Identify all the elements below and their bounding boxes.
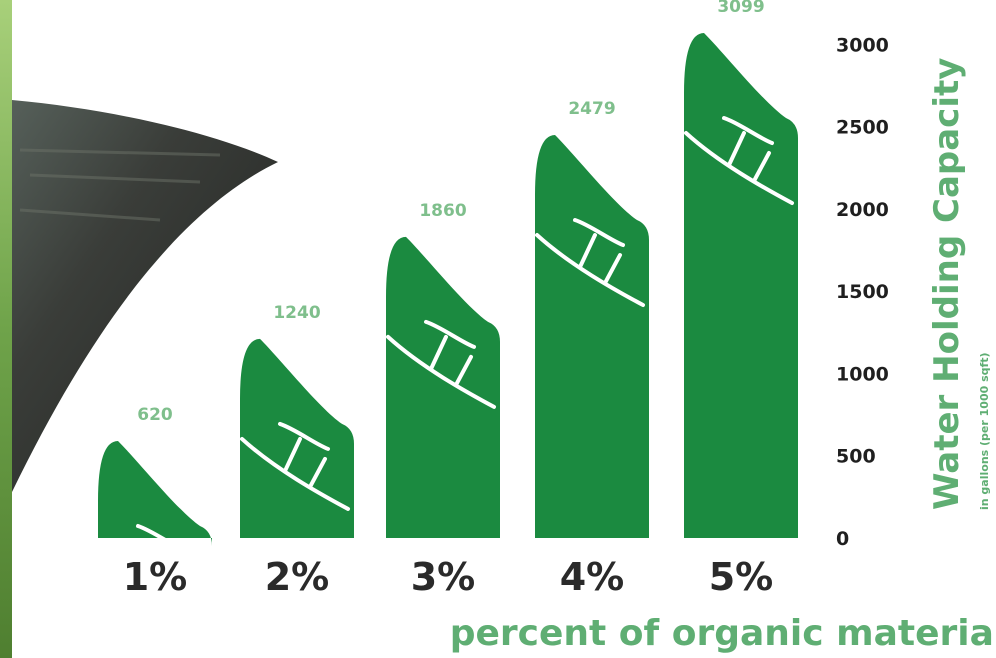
bar-4%: 2479 4% bbox=[535, 99, 649, 599]
soil-shape bbox=[12, 100, 278, 492]
y-tick-label: 0 bbox=[836, 528, 849, 550]
y-axis-title-group: Water Holding Capacity bbox=[927, 58, 967, 510]
bar-shape bbox=[684, 33, 798, 538]
y-axis-subtitle-group: in gallons (per 1000 sqft) bbox=[978, 352, 991, 510]
y-axis-ticks: 0 500 1000 1500 2000 2500 3000 bbox=[836, 34, 889, 550]
y-tick-label: 1500 bbox=[836, 281, 889, 303]
value-label: 1240 bbox=[273, 303, 320, 323]
leaf-vein-icon bbox=[240, 421, 350, 511]
leaf-vein-icon bbox=[386, 319, 496, 409]
category-label: 1% bbox=[123, 555, 188, 599]
value-label: 2479 bbox=[568, 99, 615, 119]
bar-5%: 3099 5% bbox=[684, 0, 798, 599]
bar-shape bbox=[240, 338, 354, 538]
bar-3%: 1860 3% bbox=[386, 201, 500, 599]
soil-texture bbox=[19, 148, 221, 222]
y-axis-subtitle: in gallons (per 1000 sqft) bbox=[978, 352, 991, 510]
leaf-vein-icon bbox=[684, 116, 794, 205]
y-axis-title: Water Holding Capacity bbox=[927, 58, 967, 510]
category-label: 5% bbox=[709, 555, 774, 599]
leaf-vein-icon bbox=[98, 523, 208, 613]
value-label: 620 bbox=[137, 405, 173, 425]
bar-shape bbox=[535, 135, 649, 539]
x-axis-title: percent of organic material bbox=[450, 613, 996, 654]
category-label: 2% bbox=[265, 555, 330, 599]
bar-1%: 620 1% bbox=[98, 405, 212, 613]
bar-shape bbox=[98, 440, 212, 546]
category-label: 3% bbox=[411, 555, 476, 599]
bar-shape bbox=[386, 236, 500, 539]
bars-layer: 620 1% 1240 2% 1860 3% 2479 4% 3099 5% bbox=[98, 0, 798, 613]
y-tick-label: 500 bbox=[836, 446, 876, 468]
value-label: 1860 bbox=[419, 201, 466, 221]
y-tick-label: 3000 bbox=[836, 34, 889, 56]
y-tick-label: 1000 bbox=[836, 363, 889, 385]
bar-2%: 1240 2% bbox=[240, 303, 354, 599]
leaf-vein-icon bbox=[535, 218, 645, 308]
category-label: 4% bbox=[560, 555, 625, 599]
y-tick-label: 2000 bbox=[836, 199, 889, 221]
value-label: 3099 bbox=[717, 0, 764, 17]
grass-strip bbox=[0, 0, 12, 658]
background-photo bbox=[0, 0, 278, 658]
y-tick-label: 2500 bbox=[836, 117, 889, 139]
